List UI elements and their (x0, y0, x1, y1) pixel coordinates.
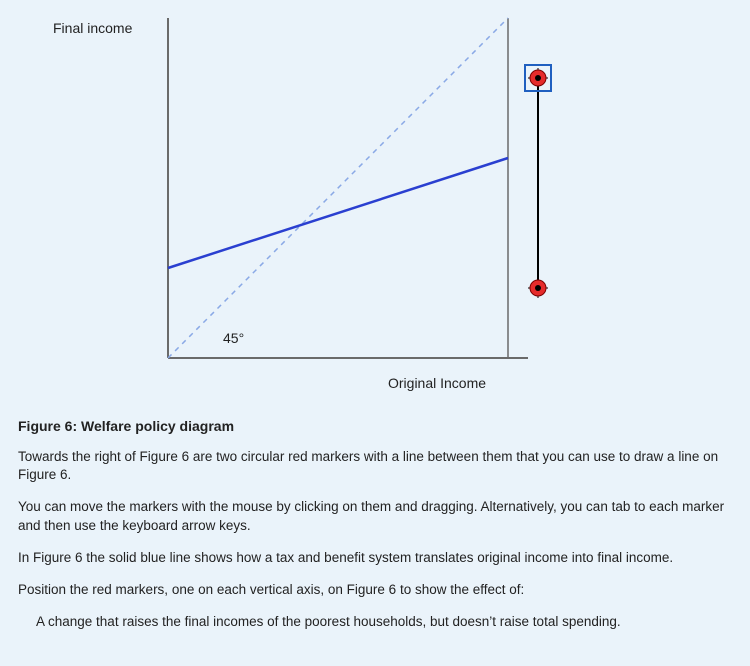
angle-45-label: 45° (223, 330, 244, 346)
paragraph-task-prompt: Position the red markers, one on each ve… (18, 581, 732, 599)
paragraph-task-detail: A change that raises the final incomes o… (18, 613, 732, 631)
paragraph-move-instructions: You can move the markers with the mouse … (18, 498, 732, 534)
page-root: Final income Original Income 45° Figure 6:… (0, 0, 750, 664)
marker-top[interactable] (525, 65, 551, 91)
welfare-diagram: Final income Original Income 45° (18, 8, 578, 408)
target-center-icon (535, 285, 541, 291)
reference-45-line (168, 18, 508, 358)
marker-bottom[interactable] (528, 278, 548, 298)
target-center-icon (535, 75, 541, 81)
diagram-svg: Final income Original Income 45° (18, 8, 578, 408)
paragraph-intro-markers: Towards the right of Figure 6 are two ci… (18, 448, 732, 484)
x-axis-label: Original Income (388, 375, 486, 391)
figure-caption: Figure 6: Welfare policy diagram (18, 418, 732, 434)
paragraph-blue-line-meaning: In Figure 6 the solid blue line shows ho… (18, 549, 732, 567)
tax-benefit-line (168, 158, 508, 268)
y-axis-label: Final income (53, 20, 133, 36)
